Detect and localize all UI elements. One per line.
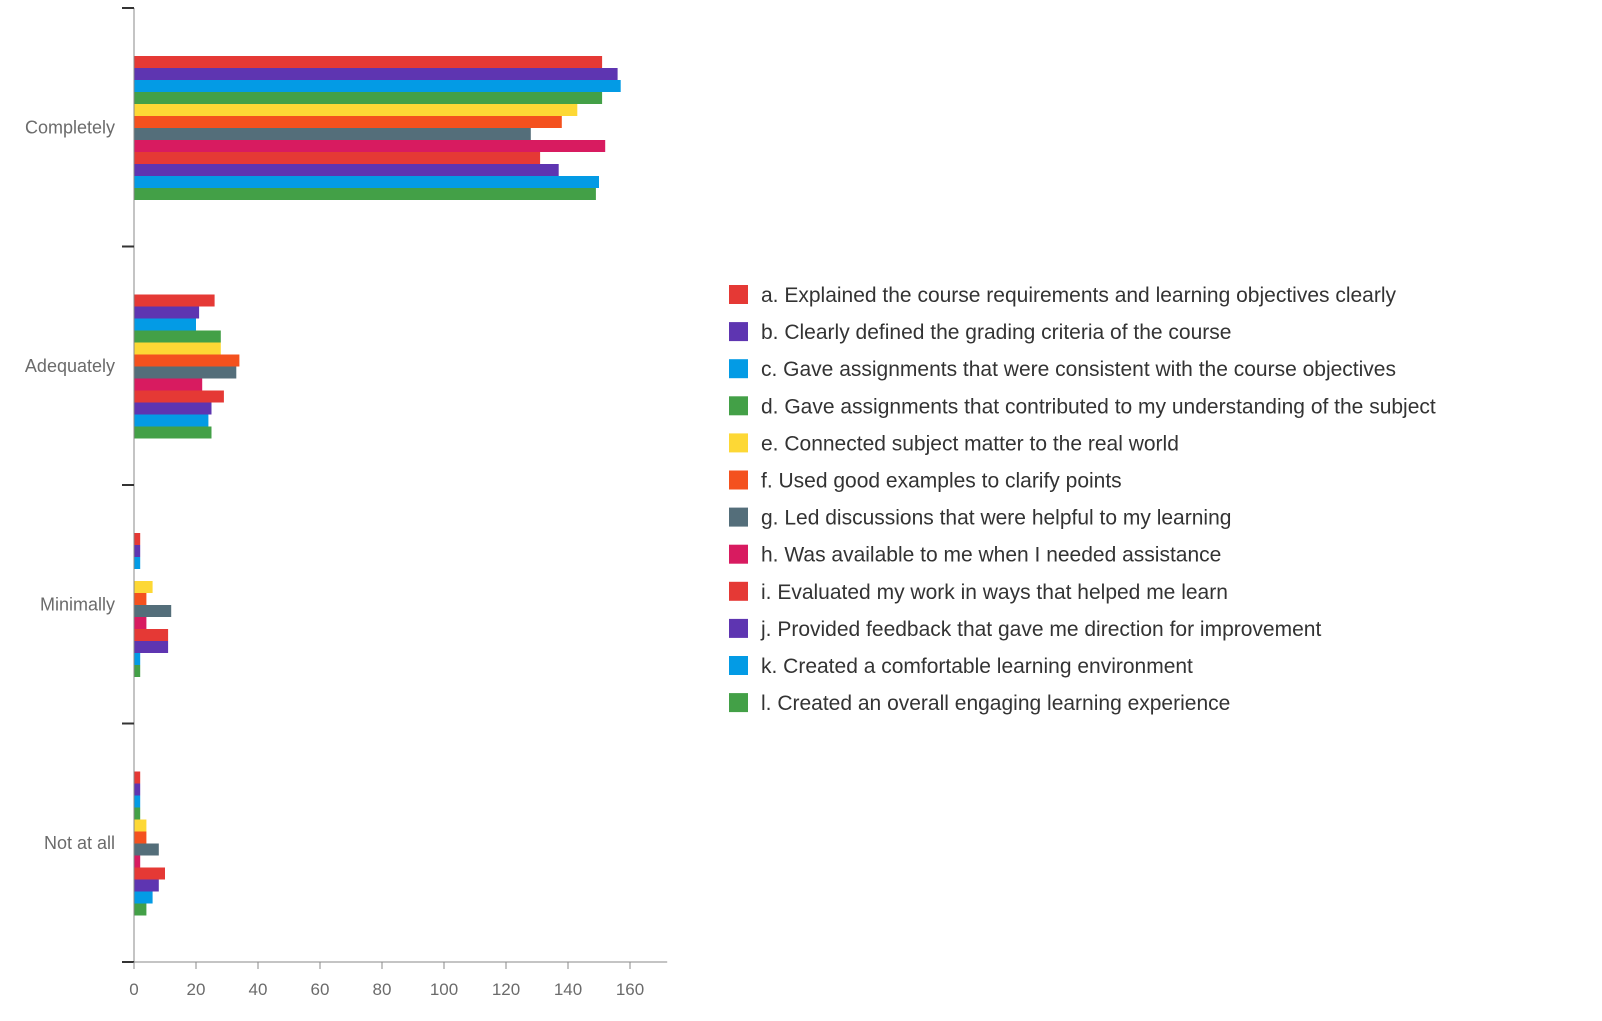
bar-completely-8	[134, 140, 606, 152]
x-tick-label: 160	[616, 980, 644, 999]
legend-swatch	[729, 507, 748, 527]
x-tick-label: 100	[430, 980, 458, 999]
legend-label: i. Evaluated my work in ways that helped…	[761, 581, 1228, 604]
x-tick-label: 140	[554, 980, 582, 999]
bar-completely-12	[134, 188, 596, 200]
bar-not-at-all-2	[134, 783, 141, 796]
bar-minimally-3	[134, 557, 141, 569]
bar-completely-6	[134, 116, 562, 128]
bar-completely-5	[134, 104, 578, 116]
x-tick-label: 20	[187, 980, 206, 999]
bars-layer	[134, 56, 621, 916]
axes-layer: Completely Adequately Minimally Not at all 0…	[25, 7, 668, 999]
x-tick-label: 60	[311, 980, 330, 999]
bar-adequately-4	[134, 330, 221, 343]
bar-completely-1	[134, 56, 603, 68]
bar-not-at-all-7	[134, 843, 159, 856]
bar-not-at-all-9	[134, 867, 165, 880]
legend-swatch	[729, 656, 748, 675]
legend-label: a. Explained the course requirements and…	[761, 284, 1397, 307]
bar-minimally-1	[134, 533, 141, 545]
bar-not-at-all-4	[134, 807, 141, 820]
legend-label: c. Gave assignments that were consistent…	[761, 358, 1396, 381]
bar-minimally-6	[134, 593, 147, 605]
bar-completely-10	[134, 164, 559, 176]
legend-label: f. Used good examples to clarify points	[761, 470, 1122, 493]
x-tick-label: 40	[249, 980, 268, 999]
bar-not-at-all-6	[134, 831, 147, 844]
bar-not-at-all-10	[134, 879, 159, 892]
legend-swatch	[729, 470, 748, 490]
x-tick-label: 80	[373, 980, 392, 999]
legend-label: l. Created an overall engaging learning …	[761, 692, 1230, 715]
bar-adequately-9	[134, 390, 224, 403]
bar-adequately-1	[134, 294, 215, 307]
bar-adequately-5	[134, 342, 221, 355]
bar-minimally-5	[134, 581, 153, 593]
legend-swatch	[729, 544, 748, 564]
bar-completely-4	[134, 92, 603, 104]
bar-adequately-7	[134, 366, 237, 379]
legend-label: e. Connected subject matter to the real …	[761, 432, 1179, 455]
bar-minimally-8	[134, 617, 147, 629]
legend-swatch	[729, 618, 748, 638]
bar-completely-3	[134, 80, 621, 92]
bar-not-at-all-11	[134, 891, 153, 904]
bar-completely-2	[134, 68, 618, 80]
bar-adequately-2	[134, 306, 200, 319]
legend-swatch	[729, 322, 748, 342]
bar-completely-11	[134, 176, 599, 188]
category-label: Minimally	[40, 594, 115, 614]
category-label: Not at all	[44, 833, 115, 853]
legend-swatch	[729, 359, 748, 379]
bar-not-at-all-3	[134, 795, 141, 808]
category-label: Adequately	[25, 356, 115, 376]
bar-not-at-all-12	[134, 903, 147, 916]
bar-minimally-7	[134, 605, 172, 617]
bar-minimally-2	[134, 545, 141, 557]
bar-minimally-10	[134, 641, 169, 653]
legend-swatch	[729, 396, 748, 416]
legend-swatch	[729, 581, 748, 601]
legend-swatch	[729, 285, 748, 304]
legend-label: k. Created a comfortable learning enviro…	[761, 655, 1193, 678]
legend-swatch	[729, 693, 748, 713]
x-tick-label: 120	[492, 980, 520, 999]
legend: a. Explained the course requirements and…	[729, 284, 1436, 715]
legend-swatch	[729, 433, 748, 453]
bar-completely-9	[134, 152, 541, 164]
bar-completely-7	[134, 128, 531, 140]
bar-not-at-all-8	[134, 855, 141, 868]
bar-adequately-3	[134, 318, 196, 331]
bar-adequately-8	[134, 378, 203, 391]
bar-adequately-10	[134, 402, 212, 415]
legend-label: d. Gave assignments that contributed to …	[761, 395, 1436, 418]
x-tick-label: 0	[129, 980, 138, 999]
bar-minimally-9	[134, 629, 169, 641]
legend-label: j. Provided feedback that gave me direct…	[760, 618, 1321, 641]
bar-minimally-11	[134, 653, 141, 665]
legend-label: h. Was available to me when I needed ass…	[761, 544, 1221, 567]
bar-adequately-12	[134, 426, 212, 439]
bar-adequately-6	[134, 354, 240, 367]
bar-minimally-12	[134, 665, 141, 677]
category-label: Completely	[25, 117, 115, 137]
bar-not-at-all-5	[134, 819, 147, 832]
bar-adequately-11	[134, 414, 209, 427]
bar-not-at-all-1	[134, 771, 141, 784]
legend-label: b. Clearly defined the grading criteria …	[761, 321, 1231, 344]
legend-label: g. Led discussions that were helpful to …	[761, 507, 1231, 530]
